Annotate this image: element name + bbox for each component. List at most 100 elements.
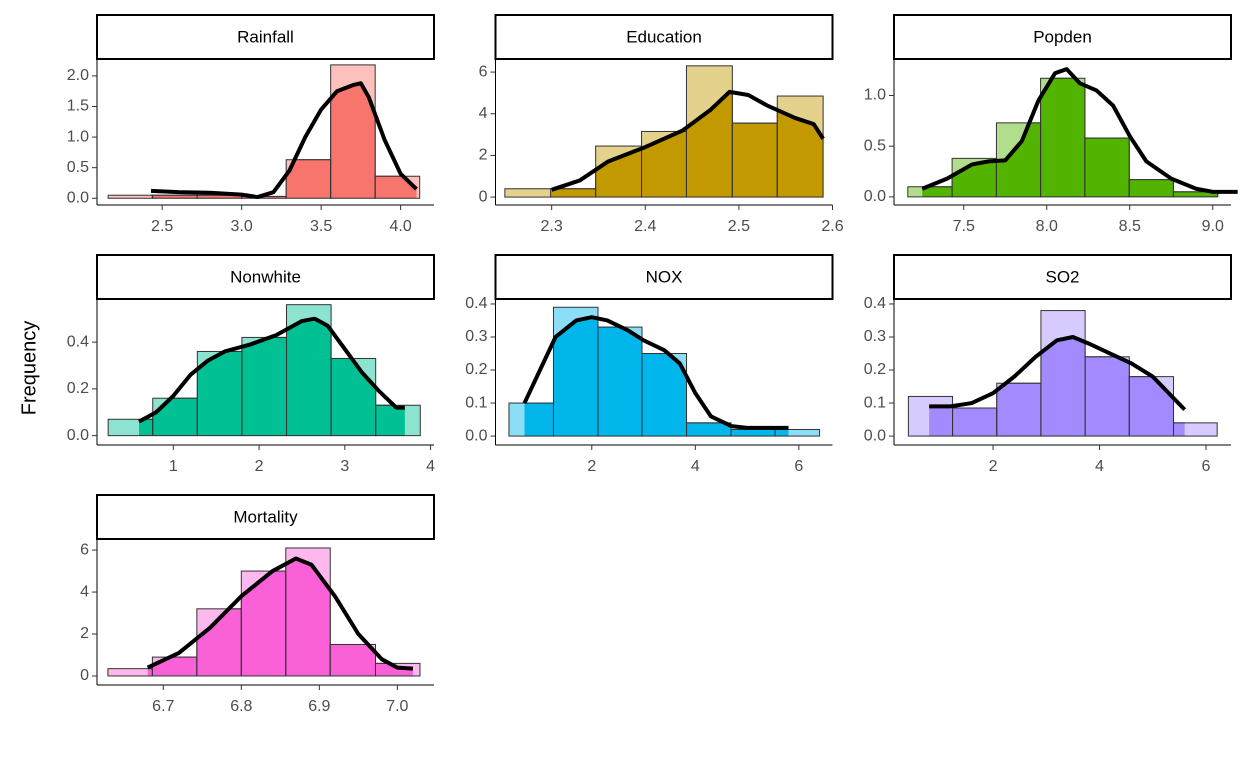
y-tick-label: 0.3 xyxy=(864,328,886,345)
y-tick-label: 0.0 xyxy=(67,427,89,444)
bar xyxy=(1084,356,1130,437)
y-tick-label: 1.0 xyxy=(67,128,89,145)
x-tick-label: 7.5 xyxy=(953,218,975,235)
x-tick-label: 4 xyxy=(691,458,700,475)
strip-box xyxy=(893,254,1232,300)
panel-title: Rainfall xyxy=(237,27,294,46)
bar xyxy=(1128,179,1174,198)
panel: Nonwhite 0.0 0.2 0.4 1 2 3 4 xyxy=(67,254,435,475)
x-tick-label: 6.9 xyxy=(308,698,330,715)
panel-title: NOX xyxy=(646,267,683,286)
panel-title: SO2 xyxy=(1045,267,1079,286)
x-tick-label: 4 xyxy=(1095,458,1104,475)
x-tick-label: 2.6 xyxy=(821,218,843,235)
y-axis-label: Frequency xyxy=(18,321,40,416)
x-tick-label: 2.5 xyxy=(728,218,750,235)
bar xyxy=(952,407,998,437)
x-tick-label: 4 xyxy=(426,458,435,475)
panel-title: Nonwhite xyxy=(230,267,301,286)
y-tick-label: 0.0 xyxy=(864,188,886,205)
bar xyxy=(1128,376,1175,437)
y-tick-label: 0.4 xyxy=(465,295,487,312)
panel: Mortality 0 2 4 6 6.7 6.8 6.9 7.0 xyxy=(80,494,435,715)
y-tick-label: 0.2 xyxy=(465,361,487,378)
panel-title: Mortality xyxy=(233,507,298,526)
bar xyxy=(375,404,421,437)
y-tick-label: 0.4 xyxy=(864,295,886,312)
x-tick-label: 3.5 xyxy=(310,218,332,235)
bar xyxy=(550,188,597,198)
x-tick-label: 9.0 xyxy=(1202,218,1224,235)
bar xyxy=(374,662,421,677)
y-tick-label: 1.5 xyxy=(67,98,89,115)
x-tick-label: 1 xyxy=(169,458,178,475)
y-tick-label: 0.5 xyxy=(67,159,89,176)
bar xyxy=(285,547,331,677)
bar xyxy=(595,145,643,198)
x-tick-label: 8.0 xyxy=(1036,218,1058,235)
y-tick-label: 1.0 xyxy=(864,87,886,104)
bar xyxy=(107,668,153,677)
y-tick-label: 0.0 xyxy=(67,189,89,206)
x-tick-label: 4.0 xyxy=(389,218,411,235)
x-tick-label: 2.3 xyxy=(541,218,563,235)
bar-density-fill xyxy=(1084,137,1130,197)
strip-box xyxy=(96,494,435,540)
bar xyxy=(1040,77,1086,198)
bar-density-fill xyxy=(641,353,688,437)
x-tick-label: 3 xyxy=(340,458,349,475)
panel: NOX 0.0 0.1 0.2 0.3 0.4 2 4 6 xyxy=(465,254,834,475)
y-tick-label: 0.2 xyxy=(67,380,89,397)
y-tick-label: 0.3 xyxy=(465,328,487,345)
bar xyxy=(685,65,733,198)
bar xyxy=(330,357,377,437)
strip-box xyxy=(96,254,435,300)
bar-density-fill xyxy=(1040,336,1086,437)
x-tick-label: 6.7 xyxy=(152,698,174,715)
panel: Popden 0.0 0.5 1.0 7.5 8.0 8.5 9.0 xyxy=(864,14,1238,235)
bar xyxy=(731,122,778,198)
bar-density-fill xyxy=(996,382,1042,437)
density-curve xyxy=(522,315,789,430)
y-tick-label: 4 xyxy=(479,105,488,122)
y-tick-label: 0.1 xyxy=(864,394,886,411)
bar xyxy=(504,188,552,198)
bar xyxy=(774,428,821,437)
strip-box xyxy=(494,254,834,300)
bar xyxy=(907,186,953,198)
density-curve xyxy=(150,81,418,200)
y-tick-label: 4 xyxy=(80,583,89,600)
bar xyxy=(552,306,599,437)
bar xyxy=(151,656,198,677)
density-curve xyxy=(929,334,1187,412)
x-tick-label: 2 xyxy=(255,458,264,475)
y-tick-label: 0.5 xyxy=(864,137,886,154)
density-area xyxy=(139,318,405,436)
bar xyxy=(240,570,287,677)
y-tick-label: 0.2 xyxy=(864,361,886,378)
bar xyxy=(152,194,198,199)
x-tick-label: 6 xyxy=(1202,458,1211,475)
panel: SO2 0.0 0.1 0.2 0.3 0.4 2 4 6 xyxy=(864,254,1232,475)
bar-density-fill xyxy=(731,122,778,198)
panel-title: Popden xyxy=(1033,27,1092,46)
bar xyxy=(152,397,198,437)
bar xyxy=(1084,137,1130,198)
panel: Education 0 2 4 6 2.3 2.4 2.5 2.6 xyxy=(479,14,844,235)
panel: Rainfall 0.0 0.5 1.0 1.5 2.0 2.5 3.0 3.5 4.0 xyxy=(67,14,435,235)
y-tick-label: 0.0 xyxy=(864,427,886,444)
x-tick-label: 2.4 xyxy=(634,218,656,235)
bar xyxy=(241,336,288,437)
bar xyxy=(907,395,954,437)
y-tick-label: 0.1 xyxy=(465,394,487,411)
y-tick-label: 0.4 xyxy=(67,333,89,350)
bar xyxy=(1173,422,1218,437)
bar xyxy=(1040,310,1086,437)
y-tick-label: 2 xyxy=(479,147,488,164)
bar-density-fill xyxy=(286,318,332,436)
bar xyxy=(597,326,643,437)
x-tick-label: 6.8 xyxy=(230,698,252,715)
x-tick-label: 2.5 xyxy=(151,218,173,235)
bar xyxy=(641,353,688,437)
